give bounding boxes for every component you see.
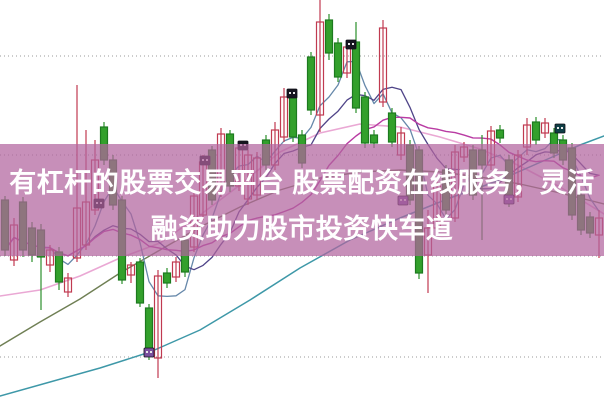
marker-dot (557, 127, 559, 129)
candle-body-down (324, 19, 334, 54)
candle-body-up (279, 96, 289, 138)
event-marker-teal-icon (554, 123, 566, 134)
candle-body-down (135, 261, 145, 304)
candle-body-down (360, 96, 370, 144)
candle-body-up (315, 21, 325, 116)
candle-body-down (495, 129, 505, 139)
promo-banner-line1: 有杠杆的股票交易平台 股票配资在线服务，灵活 (9, 168, 595, 198)
candle-body-down (351, 41, 361, 109)
candle-body-down (369, 134, 379, 144)
candle-body-up (378, 27, 388, 103)
candle-body-down (162, 272, 172, 284)
candle-body-up (63, 277, 73, 293)
marker-dot (348, 43, 350, 45)
marker-dot (561, 127, 563, 129)
candle-body-down (54, 251, 64, 283)
event-marker-black-icon (345, 39, 357, 50)
candle-body-up (153, 275, 163, 359)
promo-banner[interactable]: 有杠杆的股票交易平台 股票配资在线服务，灵活 融资助力股市投资快车道 (0, 144, 604, 256)
candle-body-down (333, 42, 343, 78)
marker-dot (352, 43, 354, 45)
candle-body-down (288, 96, 298, 138)
candle-body-down (387, 112, 397, 143)
marker-dot (289, 92, 291, 94)
candle-body-down (531, 121, 541, 141)
event-marker-black-icon (286, 88, 298, 99)
marker-dot (146, 351, 148, 353)
candle-body-up (540, 122, 550, 134)
marker-dot (293, 92, 295, 94)
promo-banner-line2: 融资助力股市投资快车道 (150, 214, 454, 244)
candle-body-up (171, 261, 181, 278)
candle-body-up (126, 264, 136, 276)
candle-body-down (306, 56, 316, 111)
event-marker-purple-icon (143, 347, 155, 358)
marker-dot (150, 351, 152, 353)
